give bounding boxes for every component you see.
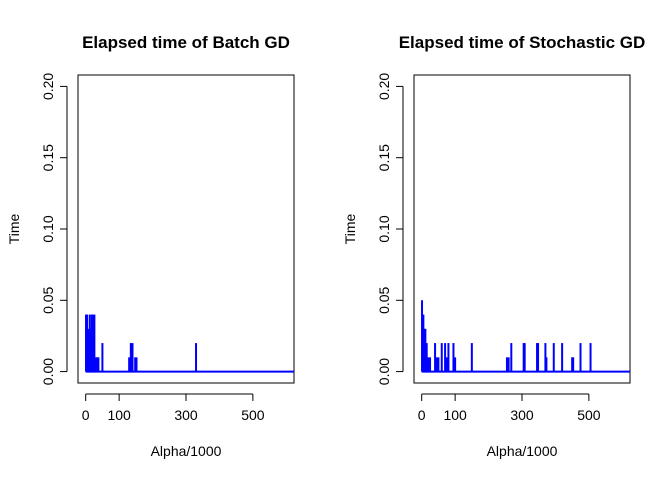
x-tick-label: 0 xyxy=(418,407,426,423)
y-axis: 0.00 0.05 0.10 0.15 0.20 xyxy=(376,73,404,385)
x-tick-label: 500 xyxy=(577,407,601,423)
x-axis-label: Alpha/1000 xyxy=(487,443,558,459)
plot-frame xyxy=(413,74,631,384)
y-axis-label: Time xyxy=(342,213,358,244)
y-axis-label: Time xyxy=(6,213,22,244)
chart-panel-batch-gd: Elapsed time of Batch GD 0 100 300 500 0.00… xyxy=(6,33,295,459)
y-tick-label: 0.05 xyxy=(40,286,56,313)
plot-frame xyxy=(77,74,295,384)
x-axis: 0 100 300 500 xyxy=(418,393,601,423)
y-axis: 0.00 0.05 0.10 0.15 0.20 xyxy=(40,73,68,385)
chart-title: Elapsed time of Stochastic GD xyxy=(399,33,646,52)
x-tick-label: 300 xyxy=(510,407,534,423)
y-tick-label: 0.20 xyxy=(376,73,392,100)
x-axis-label: Alpha/1000 xyxy=(151,443,222,459)
y-tick-label: 0.20 xyxy=(40,73,56,100)
y-tick-label: 0.05 xyxy=(376,286,392,313)
series-spikes xyxy=(85,314,294,373)
chart-title: Elapsed time of Batch GD xyxy=(82,33,290,52)
x-axis: 0 100 300 500 xyxy=(82,393,265,423)
x-tick-label: 100 xyxy=(443,407,467,423)
x-tick-label: 100 xyxy=(107,407,131,423)
chart-panel-stochastic-gd: Elapsed time of Stochastic GD 0 100 300 500… xyxy=(342,33,645,459)
series-spikes xyxy=(421,300,630,373)
y-tick-label: 0.15 xyxy=(376,144,392,171)
y-tick-label: 0.10 xyxy=(40,215,56,242)
x-tick-label: 500 xyxy=(241,407,265,423)
x-tick-label: 300 xyxy=(174,407,198,423)
y-tick-label: 0.15 xyxy=(40,144,56,171)
y-tick-label: 0.10 xyxy=(376,215,392,242)
x-tick-label: 0 xyxy=(82,407,90,423)
y-tick-label: 0.00 xyxy=(40,358,56,385)
y-tick-label: 0.00 xyxy=(376,358,392,385)
